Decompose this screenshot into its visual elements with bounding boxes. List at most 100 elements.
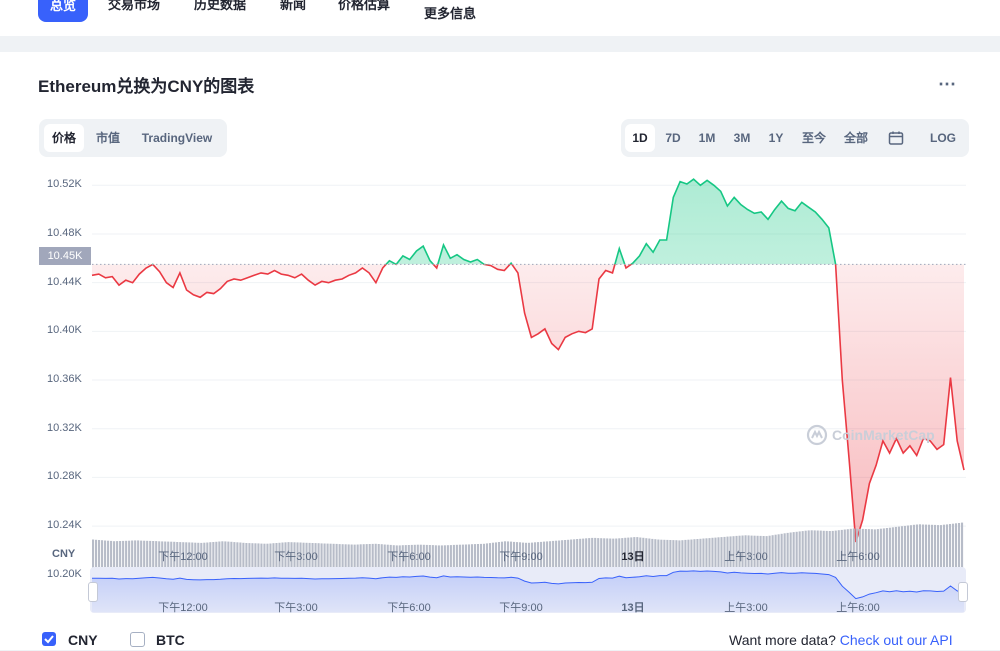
nav-tab-news[interactable]: 新闻 <box>280 0 307 12</box>
range-7d[interactable]: 7D <box>665 131 681 145</box>
watermark-text: CoinMarketCap <box>832 427 935 444</box>
cny-label: CNY <box>68 632 98 648</box>
volume-bar <box>320 543 323 587</box>
volume-bar <box>639 537 642 587</box>
nav-tab-historical-data[interactable]: 历史数据 <box>194 0 247 12</box>
check-icon <box>44 635 54 644</box>
range-1d[interactable]: 1D <box>625 124 655 152</box>
volume-bar <box>777 534 780 587</box>
volume-bar <box>615 538 618 587</box>
range-ytd[interactable]: 至今 <box>801 131 826 145</box>
volume-bar <box>690 539 693 587</box>
volume-bar <box>771 535 774 587</box>
volume-bar <box>747 535 750 587</box>
volume-bar <box>726 536 729 587</box>
volume-bar <box>299 542 302 587</box>
volume-bar <box>894 526 897 587</box>
volume-bar <box>606 538 609 587</box>
calendar-icon[interactable] <box>888 130 904 151</box>
volume-bar <box>864 529 867 587</box>
volume-bar <box>104 540 107 587</box>
volume-bar <box>371 543 374 587</box>
volume-bar <box>720 537 723 587</box>
more-options-icon[interactable]: ⋯ <box>938 74 957 94</box>
volume-bar <box>257 543 260 587</box>
range-3m[interactable]: 3M <box>733 131 751 145</box>
volume-bar <box>227 541 230 587</box>
range-1y[interactable]: 1Y <box>768 131 784 145</box>
api-link[interactable]: Check out our API <box>839 632 953 648</box>
volume-bar <box>783 533 786 587</box>
volume-bar <box>828 531 831 587</box>
volume-bar <box>591 537 594 587</box>
volume-bar <box>218 541 221 587</box>
volume-bar <box>852 528 855 587</box>
volume-bar <box>723 536 726 587</box>
volume-bar <box>515 542 519 587</box>
navigator-right-handle[interactable] <box>958 582 968 602</box>
price-line-down <box>91 264 965 543</box>
cny-checkbox[interactable] <box>42 632 56 646</box>
nav-tab-more-info[interactable]: 更多信息 <box>424 6 477 21</box>
volume-bar <box>636 537 639 587</box>
volume-bar <box>561 540 564 587</box>
volume-bar <box>158 541 161 587</box>
volume-bar <box>518 542 522 587</box>
navigator-x-tick-label: 下午6:00 <box>387 602 431 614</box>
log-toggle[interactable]: LOG <box>930 131 956 145</box>
tab-tradingview[interactable]: TradingView <box>141 131 213 145</box>
volume-bar <box>143 540 146 587</box>
volume-bar <box>470 544 473 587</box>
volume-bar <box>350 544 353 587</box>
volume-bar <box>678 540 681 587</box>
volume-bar <box>329 543 332 587</box>
volume-bar <box>741 535 744 587</box>
nav-tab-markets[interactable]: 交易市场 <box>108 0 161 12</box>
volume-bar <box>374 543 377 587</box>
volume-bar <box>531 542 534 587</box>
volume-bar <box>377 544 380 587</box>
nav-tab-price-prediction[interactable]: 价格估算 <box>338 0 391 12</box>
volume-bar <box>789 532 792 587</box>
volume-bar <box>101 540 104 587</box>
volume-bar <box>437 545 440 587</box>
volume-bar <box>341 544 344 587</box>
volume-bar <box>585 538 588 587</box>
volume-bar <box>798 531 801 587</box>
volume-bar <box>738 535 741 587</box>
volume-bar <box>263 543 266 587</box>
volume-bar <box>206 542 209 587</box>
volume-bar <box>930 524 934 587</box>
volume-bar <box>305 542 308 587</box>
volume-bar <box>849 528 852 587</box>
volume-bar <box>335 543 338 587</box>
volume-bar <box>792 532 795 587</box>
volume-bar <box>440 545 443 587</box>
volume-bar <box>332 543 335 587</box>
tab-market-cap[interactable]: 市值 <box>95 131 120 145</box>
volume-bar <box>813 530 816 587</box>
volume-bar <box>642 537 645 587</box>
volume-bar <box>603 538 606 587</box>
volume-bar <box>702 538 705 587</box>
volume-bar <box>521 542 525 587</box>
volume-bar <box>146 540 149 587</box>
volume-bar <box>317 543 320 587</box>
volume-bar <box>221 541 224 587</box>
volume-bar <box>407 545 410 587</box>
volume-bar <box>537 542 540 587</box>
volume-bar <box>266 543 269 587</box>
volume-bar <box>164 541 167 587</box>
range-1m[interactable]: 1M <box>698 131 716 145</box>
volume-bar <box>356 544 359 587</box>
btc-checkbox[interactable] <box>130 632 145 647</box>
volume-bar <box>567 539 570 587</box>
range-all[interactable]: 全部 <box>843 131 868 145</box>
volume-bar <box>879 528 882 587</box>
navigator-x-tick-label: 下午9:00 <box>499 602 543 614</box>
volume-bar <box>290 542 293 587</box>
volume-bar <box>624 537 627 587</box>
nav-tab-overview[interactable]: 总览 <box>38 0 89 22</box>
tab-price[interactable]: 价格 <box>44 124 84 152</box>
navigator-left-handle[interactable] <box>88 582 98 602</box>
